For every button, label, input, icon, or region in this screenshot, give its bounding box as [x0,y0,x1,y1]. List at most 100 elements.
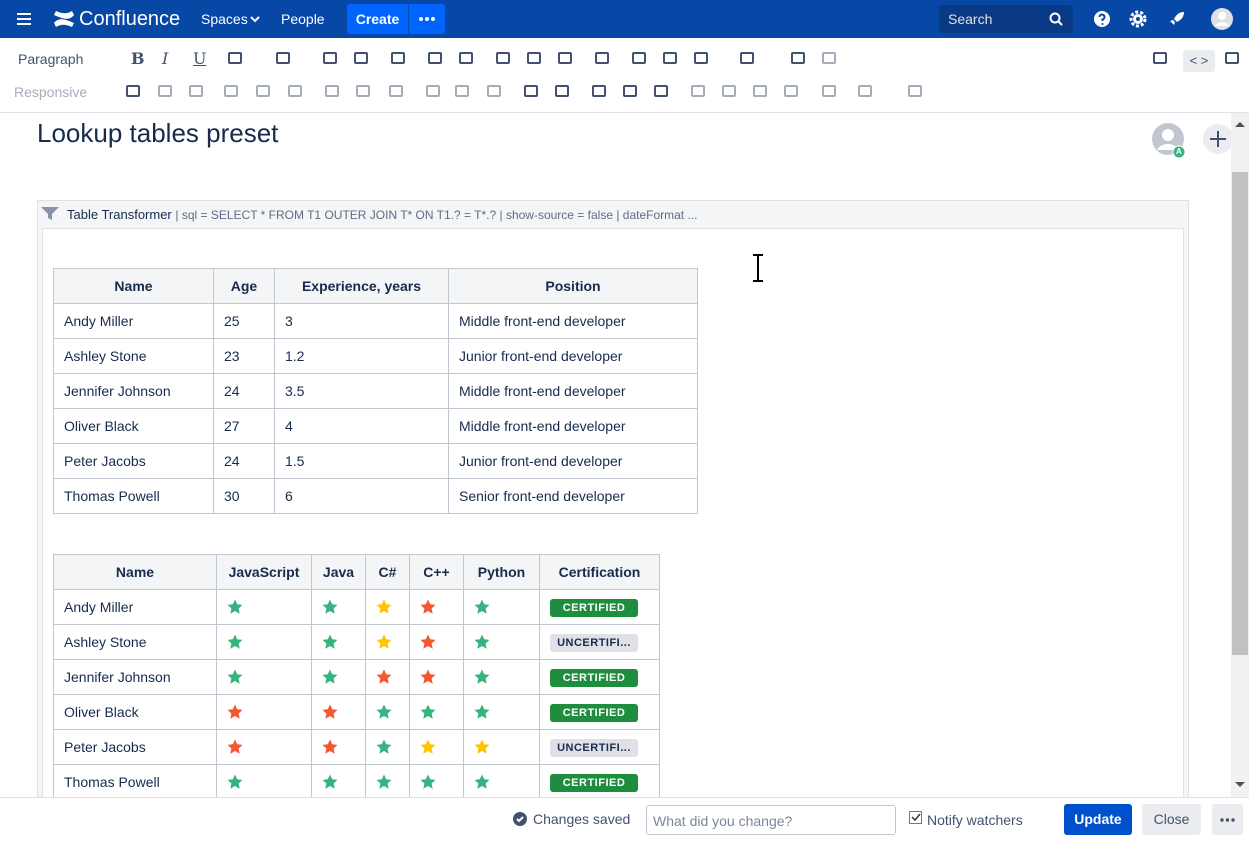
name-cell: Ashley Stone [53,624,217,660]
status-lozenge: UNCERTIFI... [550,633,638,652]
toolbar-icon[interactable] [663,52,677,64]
toolbar-icon[interactable] [459,52,473,64]
collaborator-avatar[interactable] [1151,122,1187,158]
toolbar-icon[interactable] [354,52,368,64]
settings-icon[interactable] [1129,10,1147,28]
star-shape [474,739,490,754]
rating-cell [365,589,410,625]
table-cell: Jennifer Johnson [53,373,214,409]
toolbar-icon[interactable] [189,85,203,97]
logo-icon[interactable] [53,10,75,28]
toolbar-icon[interactable] [391,52,405,64]
brand[interactable]: Confluence [79,8,181,30]
close-button[interactable]: Close [1142,804,1201,835]
rating-cell [311,764,366,797]
table-row: Peter Jacobs UNCERTIFI... [53,729,660,765]
toolbar-icon[interactable] [722,85,736,97]
rating-cell [311,659,366,695]
update-button[interactable]: Update [1064,804,1132,835]
column-header: Experience, years [274,268,449,304]
toolbar-icon[interactable] [555,85,569,97]
toolbar-icon[interactable] [487,85,501,97]
status-lozenge: CERTIFIED [550,668,638,687]
source-toggle[interactable]: < > [1183,50,1215,72]
toolbar-icon[interactable] [595,52,609,64]
create-button[interactable]: Create [347,4,408,34]
rating-cell [463,659,540,695]
rating-cell [216,764,312,797]
scroll-thumb[interactable] [1232,172,1248,655]
toolbar-icon[interactable] [558,52,572,64]
menu-icon[interactable] [17,12,33,26]
toolbar-icon[interactable] [276,52,290,64]
toolbar-icon[interactable] [496,52,510,64]
toolbar-icon[interactable] [858,85,872,97]
column-header: C# [365,554,410,590]
toolbar-icon[interactable] [256,85,270,97]
header-row: Name JavaScript Java C# C++ Python Certificati… [53,554,660,590]
paragraph-select[interactable]: Paragraph [18,51,84,67]
people-link[interactable]: People [281,11,325,27]
toolbar-icon[interactable] [455,85,469,97]
toolbar-icon[interactable] [822,52,836,64]
profile-avatar[interactable] [1210,7,1234,31]
toolbar-icon[interactable] [753,85,767,97]
search-icon [1049,12,1063,26]
format-button[interactable]: I [162,49,169,68]
toolbar-icon[interactable] [426,85,440,97]
search-box[interactable]: Search [939,5,1073,33]
notifications-icon[interactable] [1168,10,1186,28]
toolbar-icon[interactable] [224,85,238,97]
toolbar-icon[interactable] [740,52,754,64]
star-shape [420,634,436,649]
toolbar-icon[interactable] [389,85,403,97]
more-button[interactable] [1212,804,1243,835]
help-icon[interactable] [1093,10,1111,28]
toolbar-icon[interactable] [1153,52,1167,64]
toolbar-icon[interactable] [784,85,798,97]
toolbar-icon[interactable] [791,52,805,64]
notify-label[interactable]: Notify watchers [927,812,1023,828]
change-comment[interactable]: What did you change? [646,805,896,835]
rating-cell [311,589,366,625]
rating-star [322,599,338,614]
star-shape [474,704,490,719]
spaces-menu[interactable]: Spaces [201,11,248,27]
toolbar-icon[interactable] [428,52,442,64]
toolbar-icon[interactable] [126,85,140,97]
toolbar-icon[interactable] [654,85,668,97]
page-title[interactable]: Lookup tables preset [37,118,279,148]
table-cell: Oliver Black [53,408,214,444]
toolbar-icon[interactable] [632,52,646,64]
toolbar-icon[interactable] [822,85,836,97]
toolbar-icon[interactable] [694,52,708,64]
toolbar-icon[interactable] [1225,52,1239,64]
toolbar-icon[interactable] [228,52,242,64]
toolbar-icon[interactable] [592,85,606,97]
toolbar-icon[interactable] [288,85,302,97]
create-more[interactable] [409,4,445,34]
table-cell: Senior front-end developer [448,478,698,514]
toolbar-icon[interactable] [623,85,637,97]
star-shape [376,774,392,789]
toolbar-icon[interactable] [323,52,337,64]
notify-checkbox[interactable] [909,811,922,824]
toolbar-icon[interactable] [908,85,922,97]
rating-cell [463,694,540,730]
add-collaborator[interactable] [1202,123,1231,155]
status-lozenge: UNCERTIFI... [550,738,638,757]
table-cell: 24 [213,443,275,479]
name-cell: Jennifer Johnson [53,659,217,695]
format-button[interactable]: B [131,49,145,68]
toolbar-icon[interactable] [158,85,172,97]
responsive-select[interactable]: Responsive [14,84,88,100]
toolbar-icon[interactable] [325,85,339,97]
toolbar-icon[interactable] [356,85,370,97]
toolbar-icon[interactable] [527,52,541,64]
toolbar-icon[interactable] [691,85,705,97]
toolbar-icon[interactable] [524,85,538,97]
rating-cell [216,694,312,730]
format-button[interactable]: U [193,49,207,68]
scrollbar[interactable] [1231,113,1249,797]
rating-star [322,634,338,649]
